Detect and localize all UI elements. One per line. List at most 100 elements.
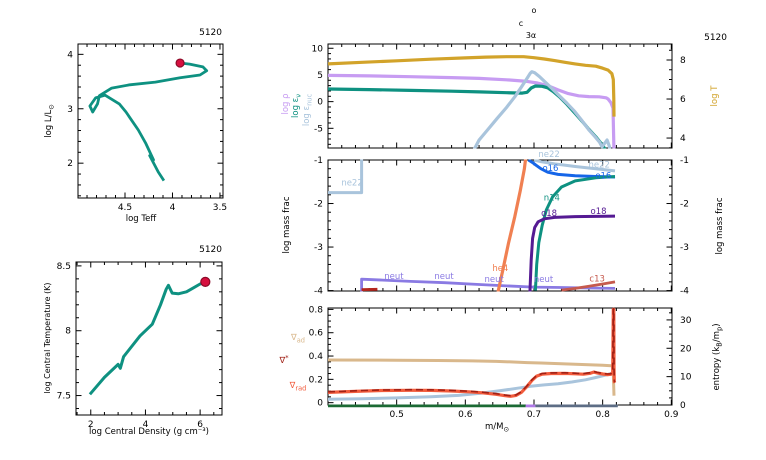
trho-ylabel: log Central Temperature (K) xyxy=(43,282,52,393)
chart-label: -2 xyxy=(680,200,689,210)
series-log-eps-nuc xyxy=(472,70,612,149)
panel-profile-top: 10 5 0 -5 8 6 4 xyxy=(312,43,686,149)
chart-label: 8 xyxy=(680,56,686,66)
current-model-dot xyxy=(200,276,211,287)
chart-label: 20 xyxy=(680,344,692,354)
series-ne22-shell xyxy=(533,159,616,173)
chart-label: -4 xyxy=(680,287,689,297)
series-log-T xyxy=(327,55,616,117)
series-hr-track xyxy=(88,61,209,182)
chart-label: 4.5 xyxy=(118,203,132,213)
chart-label: 4 xyxy=(67,50,73,60)
axes-box xyxy=(327,43,673,149)
series-label-c13: c13 xyxy=(589,274,605,284)
chart-label: 0.6 xyxy=(458,410,473,420)
chart-label: 4 xyxy=(143,420,149,430)
chart-label: -3 xyxy=(314,243,323,253)
chart-label: 0.8 xyxy=(309,305,324,315)
series-label-ne22: ne22 xyxy=(538,150,559,160)
chart-label: 0.9 xyxy=(664,410,679,420)
chart-label: 0.6 xyxy=(309,329,324,339)
series-label-ne22: ne22 xyxy=(588,160,609,170)
chart-label: 0.2 xyxy=(309,375,323,385)
axes-box xyxy=(327,159,673,292)
chart-label: -4 xyxy=(314,287,323,297)
series-group xyxy=(327,55,616,149)
chart-label: 0.5 xyxy=(389,410,403,420)
chart-label: 0.4 xyxy=(309,352,324,362)
series-group xyxy=(88,280,206,396)
series-trho-track xyxy=(88,280,206,396)
label-log-eps-nu: log εν xyxy=(291,94,302,118)
chart-label: 0 xyxy=(680,401,686,411)
chart-label: 2 xyxy=(88,420,94,430)
series-log-rho xyxy=(327,73,616,149)
series-entropy xyxy=(327,370,616,401)
series-c13 xyxy=(561,280,616,292)
profile-xlabel: m/M⊙ xyxy=(485,422,509,433)
series-he4 xyxy=(496,159,528,292)
series-ne22-core xyxy=(328,159,364,195)
label-log-rho: log ρ xyxy=(281,93,291,114)
chart-label: -1 xyxy=(680,156,689,166)
label-mass-frac-left: log mass frac xyxy=(282,196,292,253)
panel-central-t-rho: 2 4 6 8.5 8 7.5 xyxy=(57,261,223,430)
axis-ticks xyxy=(327,44,672,149)
axis-ticks xyxy=(76,262,222,415)
label-entropy: entropy (kB/mp) xyxy=(712,323,723,390)
series-label-he4: he4 xyxy=(492,264,508,274)
chart-label: -3 xyxy=(680,243,689,253)
hr-ylabel: log L/L⊙ xyxy=(44,104,55,138)
series-label-o18: o18 xyxy=(541,209,557,219)
chart-label: 8 xyxy=(65,327,71,337)
label-log-eps-nuc: log εnuc xyxy=(302,93,313,126)
series-label-o18: o18 xyxy=(591,207,607,217)
current-model-dot xyxy=(175,58,185,68)
chart-label: 2 xyxy=(67,159,73,169)
chart-label: 8.5 xyxy=(57,262,71,272)
series-o18 xyxy=(528,214,616,292)
chart-label: 0.8 xyxy=(595,410,610,420)
panel-profile-gradients: 0.5 0.6 0.7 0.8 0.9 0.8 0.6 0.4 0.2 0 30 20 10 0 xyxy=(309,305,692,420)
series-label-ne22: ne22 xyxy=(341,179,362,189)
axes-box xyxy=(77,43,224,199)
chart-label: 0 xyxy=(317,98,323,108)
chart-label: 5 xyxy=(317,71,323,81)
series-label-neut: neut xyxy=(434,272,454,282)
label-grad-rad: ∇rad xyxy=(289,381,307,392)
burn-tag-c: c xyxy=(519,19,523,28)
chart-label: 10 xyxy=(680,373,692,383)
chart-label: 30 xyxy=(680,316,692,326)
axis-ticks xyxy=(78,44,223,198)
series-label-neut: neut xyxy=(484,275,504,285)
chart-label: 0 xyxy=(317,399,323,409)
series-n14 xyxy=(533,175,616,291)
series-group xyxy=(328,159,616,292)
series-log-eps-nu xyxy=(327,84,607,149)
series-label-neut: neut xyxy=(384,272,404,282)
chart-label: 10 xyxy=(312,44,324,54)
panel-hr-diagram: 4.5 4 3.5 4 3 2 xyxy=(67,43,227,213)
chart-label: 3.5 xyxy=(213,203,227,213)
series-grad-rad xyxy=(327,307,616,397)
chart-label: 4 xyxy=(170,203,176,213)
series-label-n14: n14 xyxy=(544,193,560,203)
hr-xlabel: log Teff xyxy=(126,214,158,224)
chart-label: 3 xyxy=(67,105,73,115)
chart-label: 6 xyxy=(197,420,203,430)
chart-label: 6 xyxy=(680,95,686,105)
chart-label: -1 xyxy=(314,156,323,166)
label-mass-frac-right: log mass frac xyxy=(715,197,725,254)
chart-label: 7.5 xyxy=(57,392,71,402)
model-number-trho: 5120 xyxy=(199,245,222,255)
series-label-o16: o16 xyxy=(542,164,558,174)
series-label-neut: neut xyxy=(534,275,554,285)
series-grad-ad xyxy=(327,358,616,396)
chart-label: 0.7 xyxy=(527,410,541,420)
series-group xyxy=(327,307,617,401)
burn-tag-o: o xyxy=(532,6,537,15)
axes-box xyxy=(75,261,223,416)
trho-xlabel: log Central Density (g cm⁻³) xyxy=(89,427,209,437)
